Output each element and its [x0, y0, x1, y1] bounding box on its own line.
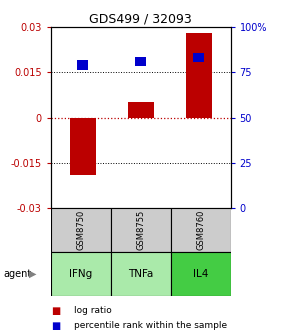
Text: GSM8755: GSM8755: [136, 210, 145, 250]
Text: log ratio: log ratio: [74, 306, 112, 315]
Text: ■: ■: [51, 306, 60, 316]
Bar: [111, 252, 171, 296]
Text: IL4: IL4: [193, 269, 208, 279]
Text: TNFa: TNFa: [128, 269, 153, 279]
Bar: [51, 208, 111, 252]
Bar: [77, 60, 88, 70]
Text: GSM8750: GSM8750: [76, 210, 85, 250]
Text: ▶: ▶: [29, 269, 37, 279]
Bar: [51, 252, 111, 296]
Text: GSM8760: GSM8760: [196, 210, 205, 250]
Bar: [171, 208, 231, 252]
Bar: [70, 118, 96, 175]
Text: percentile rank within the sample: percentile rank within the sample: [74, 322, 227, 330]
Text: ■: ■: [51, 321, 60, 331]
Title: GDS499 / 32093: GDS499 / 32093: [89, 13, 192, 26]
Text: agent: agent: [3, 269, 31, 279]
Bar: [128, 102, 154, 118]
Bar: [193, 53, 204, 62]
Bar: [186, 33, 212, 118]
Bar: [111, 208, 171, 252]
Bar: [135, 57, 146, 66]
Bar: [171, 252, 231, 296]
Text: IFNg: IFNg: [69, 269, 92, 279]
